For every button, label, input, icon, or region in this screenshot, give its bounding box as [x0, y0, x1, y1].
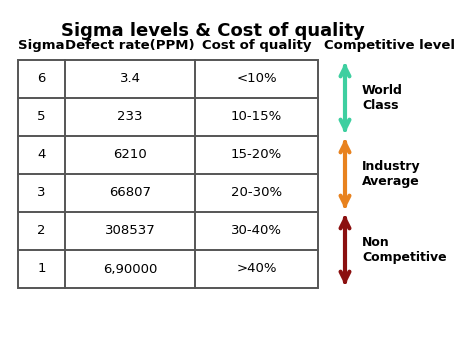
Text: 66807: 66807 [109, 186, 151, 200]
Text: Industry
Average: Industry Average [362, 160, 420, 188]
Text: 1: 1 [37, 262, 46, 275]
Text: World
Class: World Class [362, 84, 403, 112]
Text: Cost of quality: Cost of quality [202, 39, 311, 53]
Text: Sigma: Sigma [18, 39, 65, 53]
Text: 15-20%: 15-20% [231, 148, 282, 162]
Text: 5: 5 [37, 110, 46, 124]
Text: 233: 233 [117, 110, 143, 124]
Text: 30-40%: 30-40% [231, 224, 282, 237]
Text: 6210: 6210 [113, 148, 147, 162]
Text: 10-15%: 10-15% [231, 110, 282, 124]
Text: Non
Competitive: Non Competitive [362, 236, 447, 264]
Text: 308537: 308537 [105, 224, 155, 237]
Text: 20-30%: 20-30% [231, 186, 282, 200]
Text: Defect rate(PPM): Defect rate(PPM) [65, 39, 195, 53]
Text: 6: 6 [37, 72, 46, 86]
Text: >40%: >40% [236, 262, 277, 275]
Text: 4: 4 [37, 148, 46, 162]
Text: Sigma levels & Cost of quality: Sigma levels & Cost of quality [62, 22, 365, 40]
Text: 3.4: 3.4 [119, 72, 140, 86]
Text: 6,90000: 6,90000 [103, 262, 157, 275]
Bar [18, 60, 318, 288]
Text: 2: 2 [37, 224, 46, 237]
Text: Competitive level: Competitive level [325, 39, 456, 53]
Text: <10%: <10% [236, 72, 277, 86]
Text: 3: 3 [37, 186, 46, 200]
